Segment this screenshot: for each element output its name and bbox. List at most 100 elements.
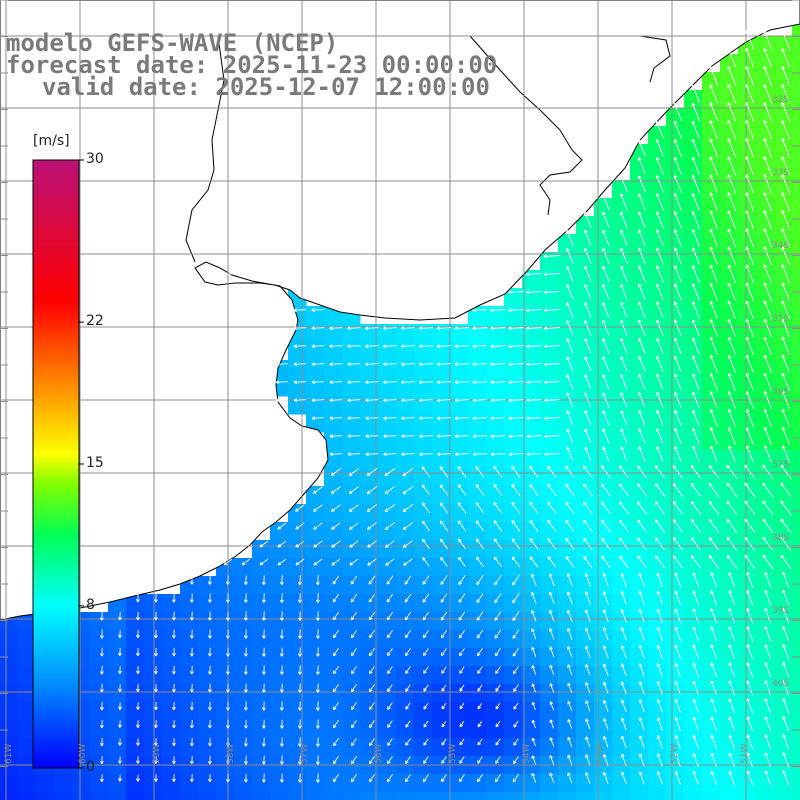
wind-arrow xyxy=(763,84,773,104)
field-cell xyxy=(774,540,793,559)
wind-arrow xyxy=(347,344,361,349)
field-cell xyxy=(324,360,343,379)
wind-arrow xyxy=(99,629,104,639)
wind-arrow xyxy=(601,483,611,497)
wind-arrow xyxy=(726,500,738,516)
field-cell xyxy=(576,378,595,397)
field-cell xyxy=(432,594,451,613)
field-cell xyxy=(630,360,649,379)
field-cell xyxy=(792,180,800,199)
field-cell xyxy=(774,270,793,289)
field-cell xyxy=(0,684,19,703)
wind-arrow xyxy=(692,608,700,624)
wind-arrow xyxy=(620,392,628,408)
field-cell xyxy=(792,216,800,235)
wind-arrow xyxy=(279,701,284,711)
field-cell xyxy=(288,378,307,397)
field-cell xyxy=(414,396,433,415)
wind-arrow xyxy=(153,593,158,603)
field-cell xyxy=(792,666,800,685)
wind-arrow xyxy=(601,501,611,515)
wind-arrow xyxy=(620,374,628,390)
wind-arrow xyxy=(351,684,357,693)
wind-arrow xyxy=(418,344,433,349)
wind-arrow xyxy=(638,699,645,713)
field-cell xyxy=(216,720,235,739)
field-cell xyxy=(180,738,199,757)
field-cell xyxy=(342,432,361,451)
field-cell xyxy=(288,702,307,721)
field-cell xyxy=(18,792,37,800)
wind-arrow xyxy=(654,519,665,533)
field-cell xyxy=(702,702,721,721)
wind-arrow xyxy=(225,773,230,783)
field-cell xyxy=(576,738,595,757)
field-cell xyxy=(756,306,775,325)
field-cell xyxy=(144,774,163,793)
field-cell xyxy=(162,720,181,739)
field-cell xyxy=(612,360,631,379)
wind-arrow xyxy=(673,175,682,193)
field-cell xyxy=(540,702,559,721)
field-cell xyxy=(486,648,505,667)
wind-arrow xyxy=(100,756,104,765)
wind-arrow xyxy=(782,680,790,696)
wind-arrow xyxy=(727,354,736,373)
wind-arrow xyxy=(637,265,646,283)
wind-arrow xyxy=(763,192,773,212)
wind-arrow xyxy=(691,247,700,265)
field-cell xyxy=(666,666,685,685)
wind-arrow xyxy=(472,362,488,367)
field-cell xyxy=(648,126,667,145)
field-cell xyxy=(90,702,109,721)
wind-arrow xyxy=(330,486,341,494)
field-cell xyxy=(90,792,109,800)
wind-arrow xyxy=(547,519,557,532)
field-cell xyxy=(648,720,667,739)
wind-arrow xyxy=(403,558,413,566)
wind-arrow xyxy=(422,593,430,603)
field-cell xyxy=(720,612,739,631)
wind-arrow xyxy=(763,246,773,266)
field-cell xyxy=(720,288,739,307)
field-cell xyxy=(522,738,541,757)
wind-arrow xyxy=(691,265,700,283)
field-cell xyxy=(720,216,739,235)
field-cell xyxy=(738,414,757,433)
wind-arrow xyxy=(423,774,429,783)
wind-arrow xyxy=(243,773,248,783)
wind-arrow xyxy=(401,434,415,439)
wind-arrow xyxy=(366,468,378,477)
wind-arrow xyxy=(405,648,411,657)
wind-arrow xyxy=(601,193,610,211)
field-cell xyxy=(738,90,757,109)
wind-arrow xyxy=(638,681,645,695)
field-cell xyxy=(360,612,379,631)
wind-arrow xyxy=(710,698,717,714)
wind-arrow xyxy=(512,592,520,604)
field-cell xyxy=(522,630,541,649)
wind-arrow xyxy=(513,720,519,728)
field-cell xyxy=(594,666,613,685)
field-cell xyxy=(360,666,379,685)
field-cell xyxy=(702,72,721,91)
wind-arrow xyxy=(619,537,629,551)
wind-arrow xyxy=(638,753,645,767)
wind-arrow xyxy=(261,593,266,603)
wind-arrow xyxy=(369,756,375,765)
wind-arrow xyxy=(584,374,592,390)
wind-arrow xyxy=(243,755,248,765)
field-cell xyxy=(720,702,739,721)
wind-arrow xyxy=(277,558,287,566)
wind-arrow xyxy=(583,483,593,497)
field-cell xyxy=(414,612,433,631)
wind-arrow xyxy=(440,611,448,621)
field-cell xyxy=(396,666,415,685)
field-cell xyxy=(396,342,415,361)
wind-arrow xyxy=(781,336,791,356)
field-cell xyxy=(432,450,451,469)
wind-arrow xyxy=(153,611,158,621)
lon-label: 52W xyxy=(670,743,680,764)
wind-arrow xyxy=(566,573,573,587)
